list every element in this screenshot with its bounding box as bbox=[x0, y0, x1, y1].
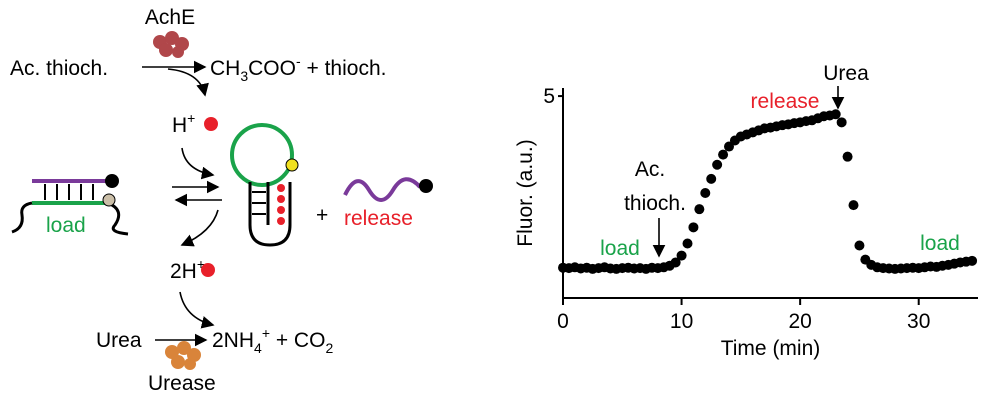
substrate-label: Ac. thioch. bbox=[10, 57, 108, 80]
text-part: COO bbox=[248, 57, 296, 80]
data-point bbox=[682, 238, 693, 249]
proton-dot bbox=[201, 263, 215, 277]
release-strand bbox=[343, 177, 422, 202]
curved-arrow bbox=[180, 209, 219, 247]
data-point bbox=[842, 151, 853, 162]
data-point bbox=[848, 200, 859, 211]
annotation: release bbox=[751, 90, 820, 113]
x-tick-label: 20 bbox=[788, 310, 811, 333]
text-part: H bbox=[172, 114, 187, 137]
hairpin bbox=[230, 123, 299, 247]
superscript: - bbox=[296, 53, 301, 69]
curved-arrow bbox=[179, 291, 215, 329]
proton-dot bbox=[204, 117, 218, 131]
data-point bbox=[688, 222, 699, 233]
release-label: release bbox=[344, 207, 413, 230]
curved-arrow bbox=[181, 147, 215, 180]
quencher-dot bbox=[419, 179, 433, 193]
text-part: + CO bbox=[270, 329, 325, 352]
annotation: thioch. bbox=[624, 192, 686, 215]
superscript: + bbox=[187, 110, 195, 126]
data-point bbox=[836, 117, 847, 128]
superscript: + bbox=[197, 256, 205, 272]
text-part: + thioch. bbox=[301, 57, 387, 80]
plus-sign: + bbox=[316, 204, 328, 227]
annotation: Urea bbox=[823, 62, 869, 85]
data-point bbox=[718, 149, 729, 160]
enzyme-label: Urease bbox=[148, 372, 216, 395]
reaction-diagram: AchE Ac. thioch. CH3COO- + thioch. H+ lo… bbox=[10, 6, 433, 395]
proton-label: 2H+ bbox=[170, 256, 205, 283]
product-label: 2NH4+ + CO2 bbox=[212, 325, 333, 356]
x-tick-label: 10 bbox=[670, 310, 693, 333]
y-axis-label: Fluor. (a.u.) bbox=[514, 139, 537, 246]
data-point bbox=[676, 250, 687, 261]
product-label: CH3COO- + thioch. bbox=[210, 53, 386, 84]
superscript: + bbox=[262, 325, 270, 341]
data-point bbox=[694, 204, 705, 215]
annotation: load bbox=[920, 232, 960, 255]
subscript: 2 bbox=[325, 340, 333, 356]
x-tick-label: 30 bbox=[907, 310, 930, 333]
annotation: Ac. bbox=[635, 158, 665, 181]
data-point bbox=[854, 240, 865, 251]
data-point bbox=[712, 159, 723, 170]
x-axis-label: Time (min) bbox=[721, 337, 821, 360]
enzyme-label: AchE bbox=[145, 6, 195, 29]
curved-arrow bbox=[167, 68, 209, 97]
text-part: 2NH bbox=[212, 329, 254, 352]
enzyme-icon bbox=[165, 341, 201, 370]
subscript: 4 bbox=[254, 340, 262, 356]
substrate-label: Urea bbox=[96, 329, 142, 352]
data-point bbox=[830, 109, 841, 120]
load-label: load bbox=[46, 214, 86, 237]
load-duplex bbox=[11, 174, 129, 236]
text-part: 2H bbox=[170, 260, 197, 283]
data-point bbox=[700, 188, 711, 198]
y-tick-label: 5 bbox=[543, 85, 555, 108]
subscript: 3 bbox=[240, 68, 248, 84]
data-point bbox=[967, 255, 978, 266]
chart: 0 10 20 30 5 Time (min) Fluor. (a.u.) Ac. thioch… bbox=[514, 62, 978, 360]
x-tick-label: 0 bbox=[557, 310, 569, 333]
proton-label: H+ bbox=[172, 110, 195, 137]
data-point bbox=[706, 173, 717, 184]
annotation: load bbox=[600, 237, 640, 260]
enzyme-icon bbox=[153, 31, 189, 58]
text-part: CH bbox=[210, 57, 240, 80]
data-point bbox=[670, 257, 681, 268]
